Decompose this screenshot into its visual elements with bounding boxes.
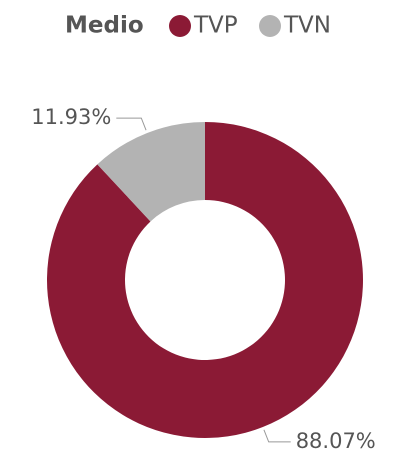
legend-marker <box>169 15 191 37</box>
data-label: 88.07% <box>296 429 376 453</box>
data-label: 11.93% <box>31 105 111 129</box>
legend-title: Medio <box>65 13 144 39</box>
legend-label: TVP <box>193 13 238 39</box>
legend-label: TVN <box>283 13 331 39</box>
leader-line <box>263 429 291 443</box>
leader-line <box>116 117 147 131</box>
donut-slice <box>97 122 205 222</box>
donut-slice <box>47 122 364 438</box>
legend-marker <box>259 15 281 37</box>
